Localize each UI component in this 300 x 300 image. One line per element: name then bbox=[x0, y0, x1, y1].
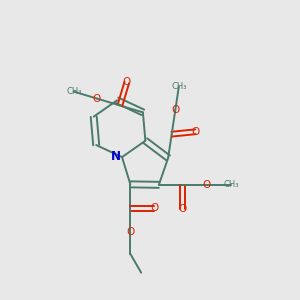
Text: O: O bbox=[171, 105, 179, 116]
Text: O: O bbox=[126, 227, 134, 237]
Text: CH₃: CH₃ bbox=[66, 87, 82, 96]
Text: CH₃: CH₃ bbox=[223, 180, 238, 189]
Text: O: O bbox=[203, 180, 211, 190]
Text: O: O bbox=[93, 94, 101, 103]
Text: O: O bbox=[191, 127, 200, 137]
Text: O: O bbox=[123, 77, 131, 88]
Text: O: O bbox=[179, 204, 187, 214]
Text: N: N bbox=[111, 150, 121, 163]
Text: CH₃: CH₃ bbox=[171, 82, 187, 91]
Text: O: O bbox=[150, 203, 158, 213]
